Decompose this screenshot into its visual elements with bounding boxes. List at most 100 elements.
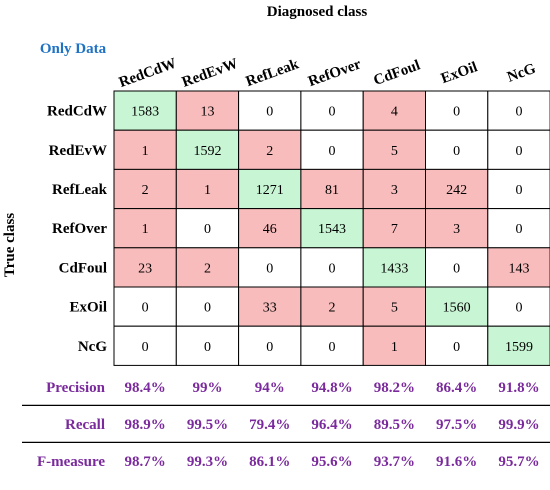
cell-value: 0 xyxy=(329,144,336,159)
cell-value: 4 xyxy=(391,105,398,120)
metric-value: 79.4% xyxy=(249,417,290,433)
matrix-cell xyxy=(425,286,489,327)
cell-value: 0 xyxy=(515,301,522,316)
matrix-cell xyxy=(300,129,364,170)
cell-value: 143 xyxy=(508,261,529,276)
cell-value: 1599 xyxy=(505,340,533,355)
row-label: ExOil xyxy=(69,300,107,316)
matrix-cell xyxy=(425,129,489,170)
cell-value: 1 xyxy=(204,183,211,198)
cell-value: 0 xyxy=(453,261,460,276)
metric-value: 98.2% xyxy=(374,380,415,396)
row-label: NcG xyxy=(78,339,107,355)
column-label: NcG xyxy=(505,61,538,86)
cell-value: 1560 xyxy=(443,301,471,316)
metric-value: 98.7% xyxy=(125,454,166,470)
y-axis-label: True class xyxy=(2,213,18,277)
cell-value: 0 xyxy=(453,340,460,355)
metric-value: 99.9% xyxy=(498,417,539,433)
metric-value: 91.8% xyxy=(498,380,539,396)
cell-value: 0 xyxy=(515,144,522,159)
matrix-cell xyxy=(487,129,550,170)
matrix-cell xyxy=(487,325,550,366)
matrix-cell xyxy=(425,168,489,210)
column-label: RefOver xyxy=(306,56,363,90)
column-label: ExOil xyxy=(439,59,480,87)
cell-value: 0 xyxy=(329,105,336,120)
matrix-cell xyxy=(113,286,177,327)
cell-value: 0 xyxy=(266,340,273,355)
column-label: CdFoul xyxy=(372,57,423,89)
cell-value: 33 xyxy=(263,301,277,316)
row-label: RedEvW xyxy=(49,143,107,159)
matrix-cell xyxy=(362,168,427,210)
cell-value: 0 xyxy=(266,105,273,120)
cell-value: 0 xyxy=(204,301,211,316)
metric-value: 97.5% xyxy=(436,417,477,433)
row-label: CdFoul xyxy=(59,260,107,276)
matrix-cell xyxy=(175,325,240,366)
row-label: RedCdW xyxy=(47,104,107,120)
cell-value: 0 xyxy=(204,340,211,355)
matrix-cell xyxy=(175,247,240,288)
cell-value: 1583 xyxy=(131,105,159,120)
metric-value: 89.5% xyxy=(374,417,415,433)
matrix-cell xyxy=(238,90,302,131)
cell-value: 5 xyxy=(391,301,398,316)
cell-value: 7 xyxy=(391,222,398,237)
corner-label: Only Data xyxy=(40,41,107,57)
matrix-cell xyxy=(362,129,427,170)
cell-value: 0 xyxy=(329,261,336,276)
metric-label: Precision xyxy=(46,380,106,396)
matrix-cell xyxy=(238,129,302,170)
matrix-cell xyxy=(487,286,550,327)
cell-value: 2 xyxy=(329,301,336,316)
metric-label: Recall xyxy=(65,417,105,433)
matrix-cell xyxy=(113,90,177,131)
metric-label: F-measure xyxy=(37,454,105,470)
matrix-cell xyxy=(113,325,177,366)
cell-value: 2 xyxy=(142,183,149,198)
cell-value: 3 xyxy=(391,183,398,198)
column-label: RedCdW xyxy=(117,55,179,91)
cell-value: 1592 xyxy=(193,144,221,159)
cell-value: 0 xyxy=(204,222,211,237)
cell-value: 0 xyxy=(453,105,460,120)
matrix-cell xyxy=(238,168,302,210)
metric-value: 98.9% xyxy=(125,417,166,433)
row-label: RefLeak xyxy=(52,182,108,198)
cell-value: 0 xyxy=(142,340,149,355)
matrix-cell xyxy=(300,247,364,288)
metric-value: 86.4% xyxy=(436,380,477,396)
metric-value: 86.1% xyxy=(249,454,290,470)
column-label: RedEvW xyxy=(180,56,240,91)
cell-value: 0 xyxy=(329,340,336,355)
matrix-cell xyxy=(487,90,550,131)
metric-value: 91.6% xyxy=(436,454,477,470)
cell-value: 0 xyxy=(515,222,522,237)
matrix-cell xyxy=(175,90,240,131)
cell-value: 81 xyxy=(325,183,339,198)
column-label: RefLeak xyxy=(244,56,302,90)
matrix-cell xyxy=(425,90,489,131)
metric-value: 94.8% xyxy=(311,380,352,396)
matrix-cell xyxy=(425,208,489,249)
matrix-cell xyxy=(362,325,427,366)
matrix-cell xyxy=(175,208,240,249)
matrix-cell xyxy=(487,247,550,288)
matrix-cell xyxy=(238,325,302,366)
cell-value: 46 xyxy=(263,222,277,237)
cell-value: 1 xyxy=(391,340,398,355)
metrics-table: Precision 98.4% 99% 94% 94.8% 98.2% 86.4% 91.8%… xyxy=(22,380,550,470)
metric-value: 99% xyxy=(192,380,222,396)
cell-value: 1543 xyxy=(318,222,346,237)
cell-value: 1 xyxy=(142,222,149,237)
chart-title: Diagnosed class xyxy=(267,4,368,20)
cell-value: 0 xyxy=(266,261,273,276)
metric-value: 95.6% xyxy=(311,454,352,470)
cell-value: 1 xyxy=(142,144,149,159)
metric-value: 95.7% xyxy=(498,454,539,470)
matrix-cell xyxy=(300,208,364,249)
row-label: RefOver xyxy=(52,221,107,237)
